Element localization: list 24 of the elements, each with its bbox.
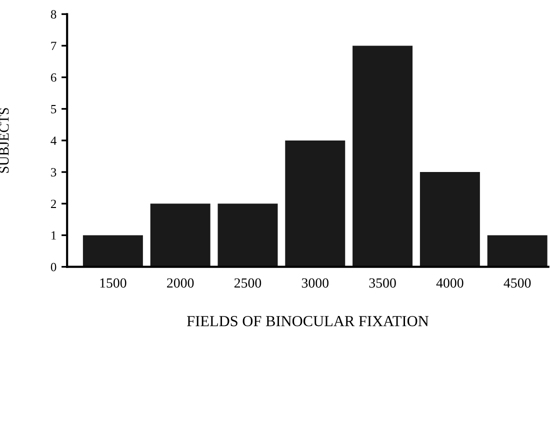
bar bbox=[487, 235, 548, 267]
bar bbox=[218, 204, 278, 267]
y-tick-label: 8 bbox=[50, 10, 56, 19]
y-tick-label: 6 bbox=[50, 73, 56, 82]
y-tick-label: 3 bbox=[51, 168, 56, 177]
bar bbox=[150, 204, 210, 267]
y-tick-label: 7 bbox=[51, 42, 56, 50]
x-tick-label: 3000 bbox=[302, 278, 328, 288]
x-tick-label: 4500 bbox=[504, 278, 531, 288]
y-tick-label: 2 bbox=[50, 200, 56, 208]
y-tick-label: 4 bbox=[50, 136, 56, 145]
x-tick-label: 4000 bbox=[436, 278, 464, 288]
bar bbox=[82, 235, 143, 267]
y-tick-label: 5 bbox=[51, 105, 56, 114]
y-tick-label: 0 bbox=[50, 262, 56, 272]
x-tick-label: 1500 bbox=[100, 278, 126, 288]
bar bbox=[420, 172, 480, 267]
x-tick-label: 2000 bbox=[167, 278, 194, 288]
y-tick-label: 1 bbox=[52, 231, 56, 240]
x-tick-label: 3500 bbox=[369, 278, 396, 288]
x-tick-label: 2500 bbox=[234, 278, 262, 288]
bar bbox=[285, 140, 346, 267]
bar bbox=[352, 46, 413, 267]
x-axis-title: FIELDS OF BINOCULAR FIXATION bbox=[187, 316, 429, 326]
